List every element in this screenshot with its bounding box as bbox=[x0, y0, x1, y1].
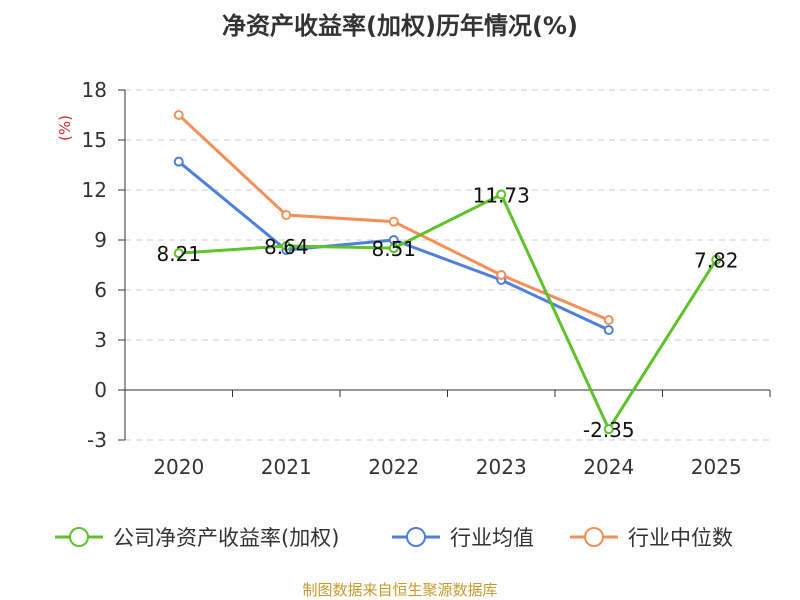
y-tick-label: 6 bbox=[94, 278, 107, 302]
data-label: 11.73 bbox=[473, 184, 530, 208]
data-labels: 8.21 8.64 8.51 11.73 -2.35 7.82 bbox=[156, 184, 738, 443]
data-point[interactable] bbox=[388, 216, 399, 227]
legend-item[interactable]: 行业中位数 bbox=[570, 526, 733, 550]
legend-label: 行业均值 bbox=[450, 526, 534, 550]
y-tick-label: 15 bbox=[82, 128, 107, 152]
y-tick-label: 18 bbox=[82, 78, 107, 102]
chart-title: 净资产收益率(加权)历年情况(%) bbox=[222, 12, 578, 40]
data-point[interactable] bbox=[281, 210, 292, 220]
data-point[interactable] bbox=[603, 424, 614, 435]
data-point[interactable] bbox=[173, 110, 184, 120]
data-point[interactable] bbox=[496, 270, 507, 280]
data-label: 8.51 bbox=[371, 237, 416, 261]
x-tick-label: 2022 bbox=[368, 455, 419, 479]
data-point[interactable] bbox=[173, 248, 184, 259]
x-tick-label: 2020 bbox=[153, 455, 204, 479]
data-label: 8.21 bbox=[156, 242, 201, 266]
grid bbox=[125, 89, 770, 441]
legend-item[interactable]: 行业均值 bbox=[392, 526, 534, 550]
y-tick-label: 9 bbox=[94, 228, 107, 252]
data-label: -2.35 bbox=[583, 418, 635, 442]
data-point[interactable] bbox=[281, 241, 292, 251]
data-point[interactable] bbox=[603, 315, 614, 325]
data-point[interactable] bbox=[603, 325, 614, 335]
x-tick-label: 2023 bbox=[476, 455, 527, 479]
y-tick-label: 12 bbox=[82, 178, 107, 202]
data-point[interactable] bbox=[496, 189, 507, 200]
legend-marker bbox=[584, 527, 604, 547]
data-point[interactable] bbox=[711, 254, 722, 265]
y-tick-label: 3 bbox=[94, 328, 107, 352]
legend-marker bbox=[406, 527, 426, 547]
legend-label: 行业中位数 bbox=[628, 526, 733, 550]
data-point[interactable] bbox=[173, 156, 184, 167]
data-label: 8.64 bbox=[264, 235, 309, 259]
x-tick-label: 2025 bbox=[691, 455, 742, 479]
series-lines bbox=[173, 110, 722, 435]
legend-marker bbox=[69, 527, 89, 547]
y-tick-label: -3 bbox=[87, 428, 107, 452]
axes: 18 15 12 9 6 3 0 -3 2020 2021 2022 2023 2024 2025 bbox=[82, 78, 771, 479]
data-label: 7.82 bbox=[694, 249, 739, 273]
legend-item[interactable]: 公司净资产收益率(加权) bbox=[55, 526, 339, 550]
legend[interactable]: 公司净资产收益率(加权) 行业均值 行业中位数 bbox=[55, 526, 733, 550]
y-axis-label: (%) bbox=[56, 115, 74, 141]
y-tick-label: 0 bbox=[94, 378, 107, 402]
source-note: 制图数据来自恒生聚源数据库 bbox=[302, 581, 497, 599]
legend-label: 公司净资产收益率(加权) bbox=[113, 526, 339, 550]
series-line-0 bbox=[178, 193, 718, 431]
x-tick-label: 2021 bbox=[261, 455, 312, 479]
data-point[interactable] bbox=[388, 243, 399, 254]
x-tick-label: 2024 bbox=[583, 455, 634, 479]
